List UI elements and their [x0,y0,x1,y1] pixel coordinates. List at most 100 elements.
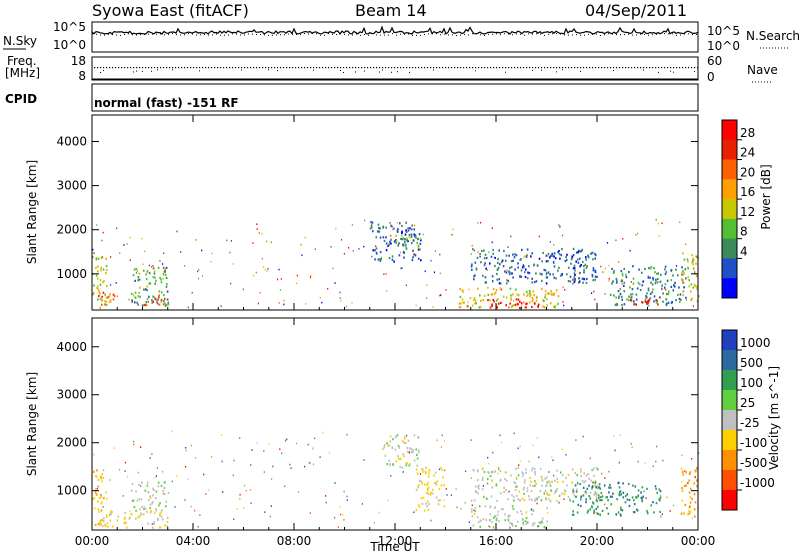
freq-dot [130,67,132,69]
nave-dot [643,69,644,71]
freq-dot [637,67,639,69]
noise-search-dot [416,34,417,36]
power-y-axis: 1000 2000 3000 4000 [56,134,698,281]
noise-search-dot [396,34,397,36]
freq-dot [400,67,402,69]
nave-dot [670,70,671,72]
noise-search-dot [300,34,301,36]
freq-dot [319,67,321,69]
noise-search-dot [324,34,325,36]
freq-dot [226,67,228,69]
freq-dot [148,67,150,69]
noise-search-dot [612,33,613,35]
noise-search-dot [540,33,541,35]
freq-dot [328,67,330,69]
freq-dot [331,67,333,69]
freq-dot [193,67,195,69]
noise-search-dot [576,34,577,36]
colorbar-tick-label: 8 [740,225,748,239]
freq-dot [217,67,219,69]
colorbar-segment [722,430,737,451]
freq-dot [457,67,459,69]
colorbar-segment [722,120,737,141]
freq-dot [622,67,624,69]
noise-search-dot [400,33,401,35]
freq-dot [313,67,315,69]
noise-search-dot [332,33,333,35]
noise-search-dot [136,34,137,36]
freq-dot [553,67,555,69]
noise-search-dot [156,33,157,35]
colorbar-segment [722,410,737,431]
noise-search-dot [352,34,353,36]
noise-search-dot [92,33,93,35]
freq-dot [580,67,582,69]
noise-search-dot [296,34,297,36]
freq-dot [244,67,246,69]
freq-dot [343,67,345,69]
freq-dot [517,67,519,69]
freq-dot [172,67,174,69]
freq-dot [562,67,564,69]
power-heatmap [92,218,700,310]
freq-dot [136,67,138,69]
noise-search-dot [236,33,237,35]
freq-dot [607,67,609,69]
freq-dot [487,67,489,69]
noise-search-dot [580,34,581,36]
freq-dot [109,67,111,69]
data-region [487,298,540,310]
nave-dot [673,71,674,73]
nave-dot [379,71,380,73]
freq-dot [448,67,450,69]
nave-dot [268,69,269,71]
noise-search-dot [380,34,381,36]
colorbar-tick-label: -500 [740,456,767,470]
nave-dot [694,70,695,72]
freq-dot [529,67,531,69]
noise-search-dot [312,33,313,35]
freq-dot [505,67,507,69]
noise-search-dot [532,33,533,35]
freq-dot [682,67,684,69]
noise-search-dot [692,34,693,36]
nave-dot [133,71,134,73]
freq-dot [454,67,456,69]
colorbar-tick-label: 25 [740,396,755,410]
freq-dot [382,67,384,69]
freq-dot [478,67,480,69]
freq-dot [295,67,297,69]
data-region [680,252,700,303]
freq-dot [376,67,378,69]
cpid-mode-text: normal (fast) -151 RF [94,96,239,110]
noise-search-dot [620,34,621,36]
colorbar-segment [722,199,737,220]
freq-dot [277,67,279,69]
freq-dot [385,67,387,69]
freq-dot [199,67,201,69]
freq-dot [418,67,420,69]
noise-search-dot [644,33,645,35]
noise-search-dot [104,34,105,36]
noise-search-dot [184,34,185,36]
noise-search-dot [476,33,477,35]
noise-search-dot [128,33,129,35]
freq-dot [697,67,699,69]
colorbar-segment [722,470,737,491]
velocity-y-axis: 1000 2000 3000 4000 [56,340,698,498]
noise-search-dot [448,34,449,36]
noise-search-dot [668,33,669,35]
noise-search-dot [524,34,525,36]
noise-search-dot [652,34,653,36]
nave-dot [340,69,341,71]
freq-dot [676,67,678,69]
freq-dot [508,67,510,69]
colorbar-tick-label: -25 [740,416,760,430]
nave-dot [391,71,392,73]
colorbar-tick-label: 100 [740,376,763,390]
freq-dot [583,67,585,69]
noise-panel-frame [91,21,699,53]
noise-search-dot [216,33,217,35]
noise-search-dot [404,33,405,35]
freq-label-line2: [MHz] [5,66,40,80]
